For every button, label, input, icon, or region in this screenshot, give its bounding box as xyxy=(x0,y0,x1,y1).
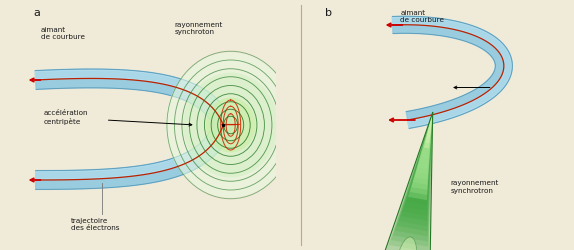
Polygon shape xyxy=(429,112,433,128)
Polygon shape xyxy=(35,69,232,128)
Polygon shape xyxy=(410,112,433,195)
Text: rayonnement
synchroton: rayonnement synchroton xyxy=(174,22,223,35)
Text: rayonnement
synchrotron: rayonnement synchrotron xyxy=(450,180,499,194)
Polygon shape xyxy=(406,112,433,205)
Text: a: a xyxy=(33,8,40,18)
Ellipse shape xyxy=(395,237,417,250)
Polygon shape xyxy=(397,112,433,231)
Polygon shape xyxy=(415,112,433,180)
Polygon shape xyxy=(382,112,433,250)
Polygon shape xyxy=(391,112,433,247)
Polygon shape xyxy=(36,122,222,179)
Polygon shape xyxy=(386,112,433,250)
Text: b: b xyxy=(325,8,332,18)
Polygon shape xyxy=(422,112,433,154)
Polygon shape xyxy=(432,112,433,118)
Polygon shape xyxy=(424,112,433,148)
Polygon shape xyxy=(430,112,433,123)
Ellipse shape xyxy=(205,98,255,152)
Polygon shape xyxy=(426,112,433,138)
Polygon shape xyxy=(399,112,433,226)
Polygon shape xyxy=(418,112,433,169)
Polygon shape xyxy=(385,112,433,250)
Polygon shape xyxy=(405,112,433,210)
Polygon shape xyxy=(412,112,433,190)
Polygon shape xyxy=(402,112,433,216)
Polygon shape xyxy=(393,16,513,128)
Polygon shape xyxy=(408,112,433,200)
Polygon shape xyxy=(395,112,433,236)
Polygon shape xyxy=(428,112,433,133)
Polygon shape xyxy=(425,112,433,143)
Polygon shape xyxy=(393,17,511,128)
Text: aimant
de courbure: aimant de courbure xyxy=(41,26,85,40)
Polygon shape xyxy=(401,112,433,221)
Polygon shape xyxy=(416,112,433,174)
Polygon shape xyxy=(421,112,433,159)
Polygon shape xyxy=(420,112,433,164)
Text: aimant
de courbure: aimant de courbure xyxy=(400,10,444,24)
Polygon shape xyxy=(413,112,433,184)
Ellipse shape xyxy=(166,52,296,198)
Polygon shape xyxy=(35,70,231,125)
Text: accélération
centripète: accélération centripète xyxy=(43,110,88,125)
Polygon shape xyxy=(36,122,232,189)
Polygon shape xyxy=(389,112,433,250)
Text: trajectoire
des électrons: trajectoire des électrons xyxy=(71,218,119,231)
Polygon shape xyxy=(393,112,433,242)
Ellipse shape xyxy=(183,72,278,178)
